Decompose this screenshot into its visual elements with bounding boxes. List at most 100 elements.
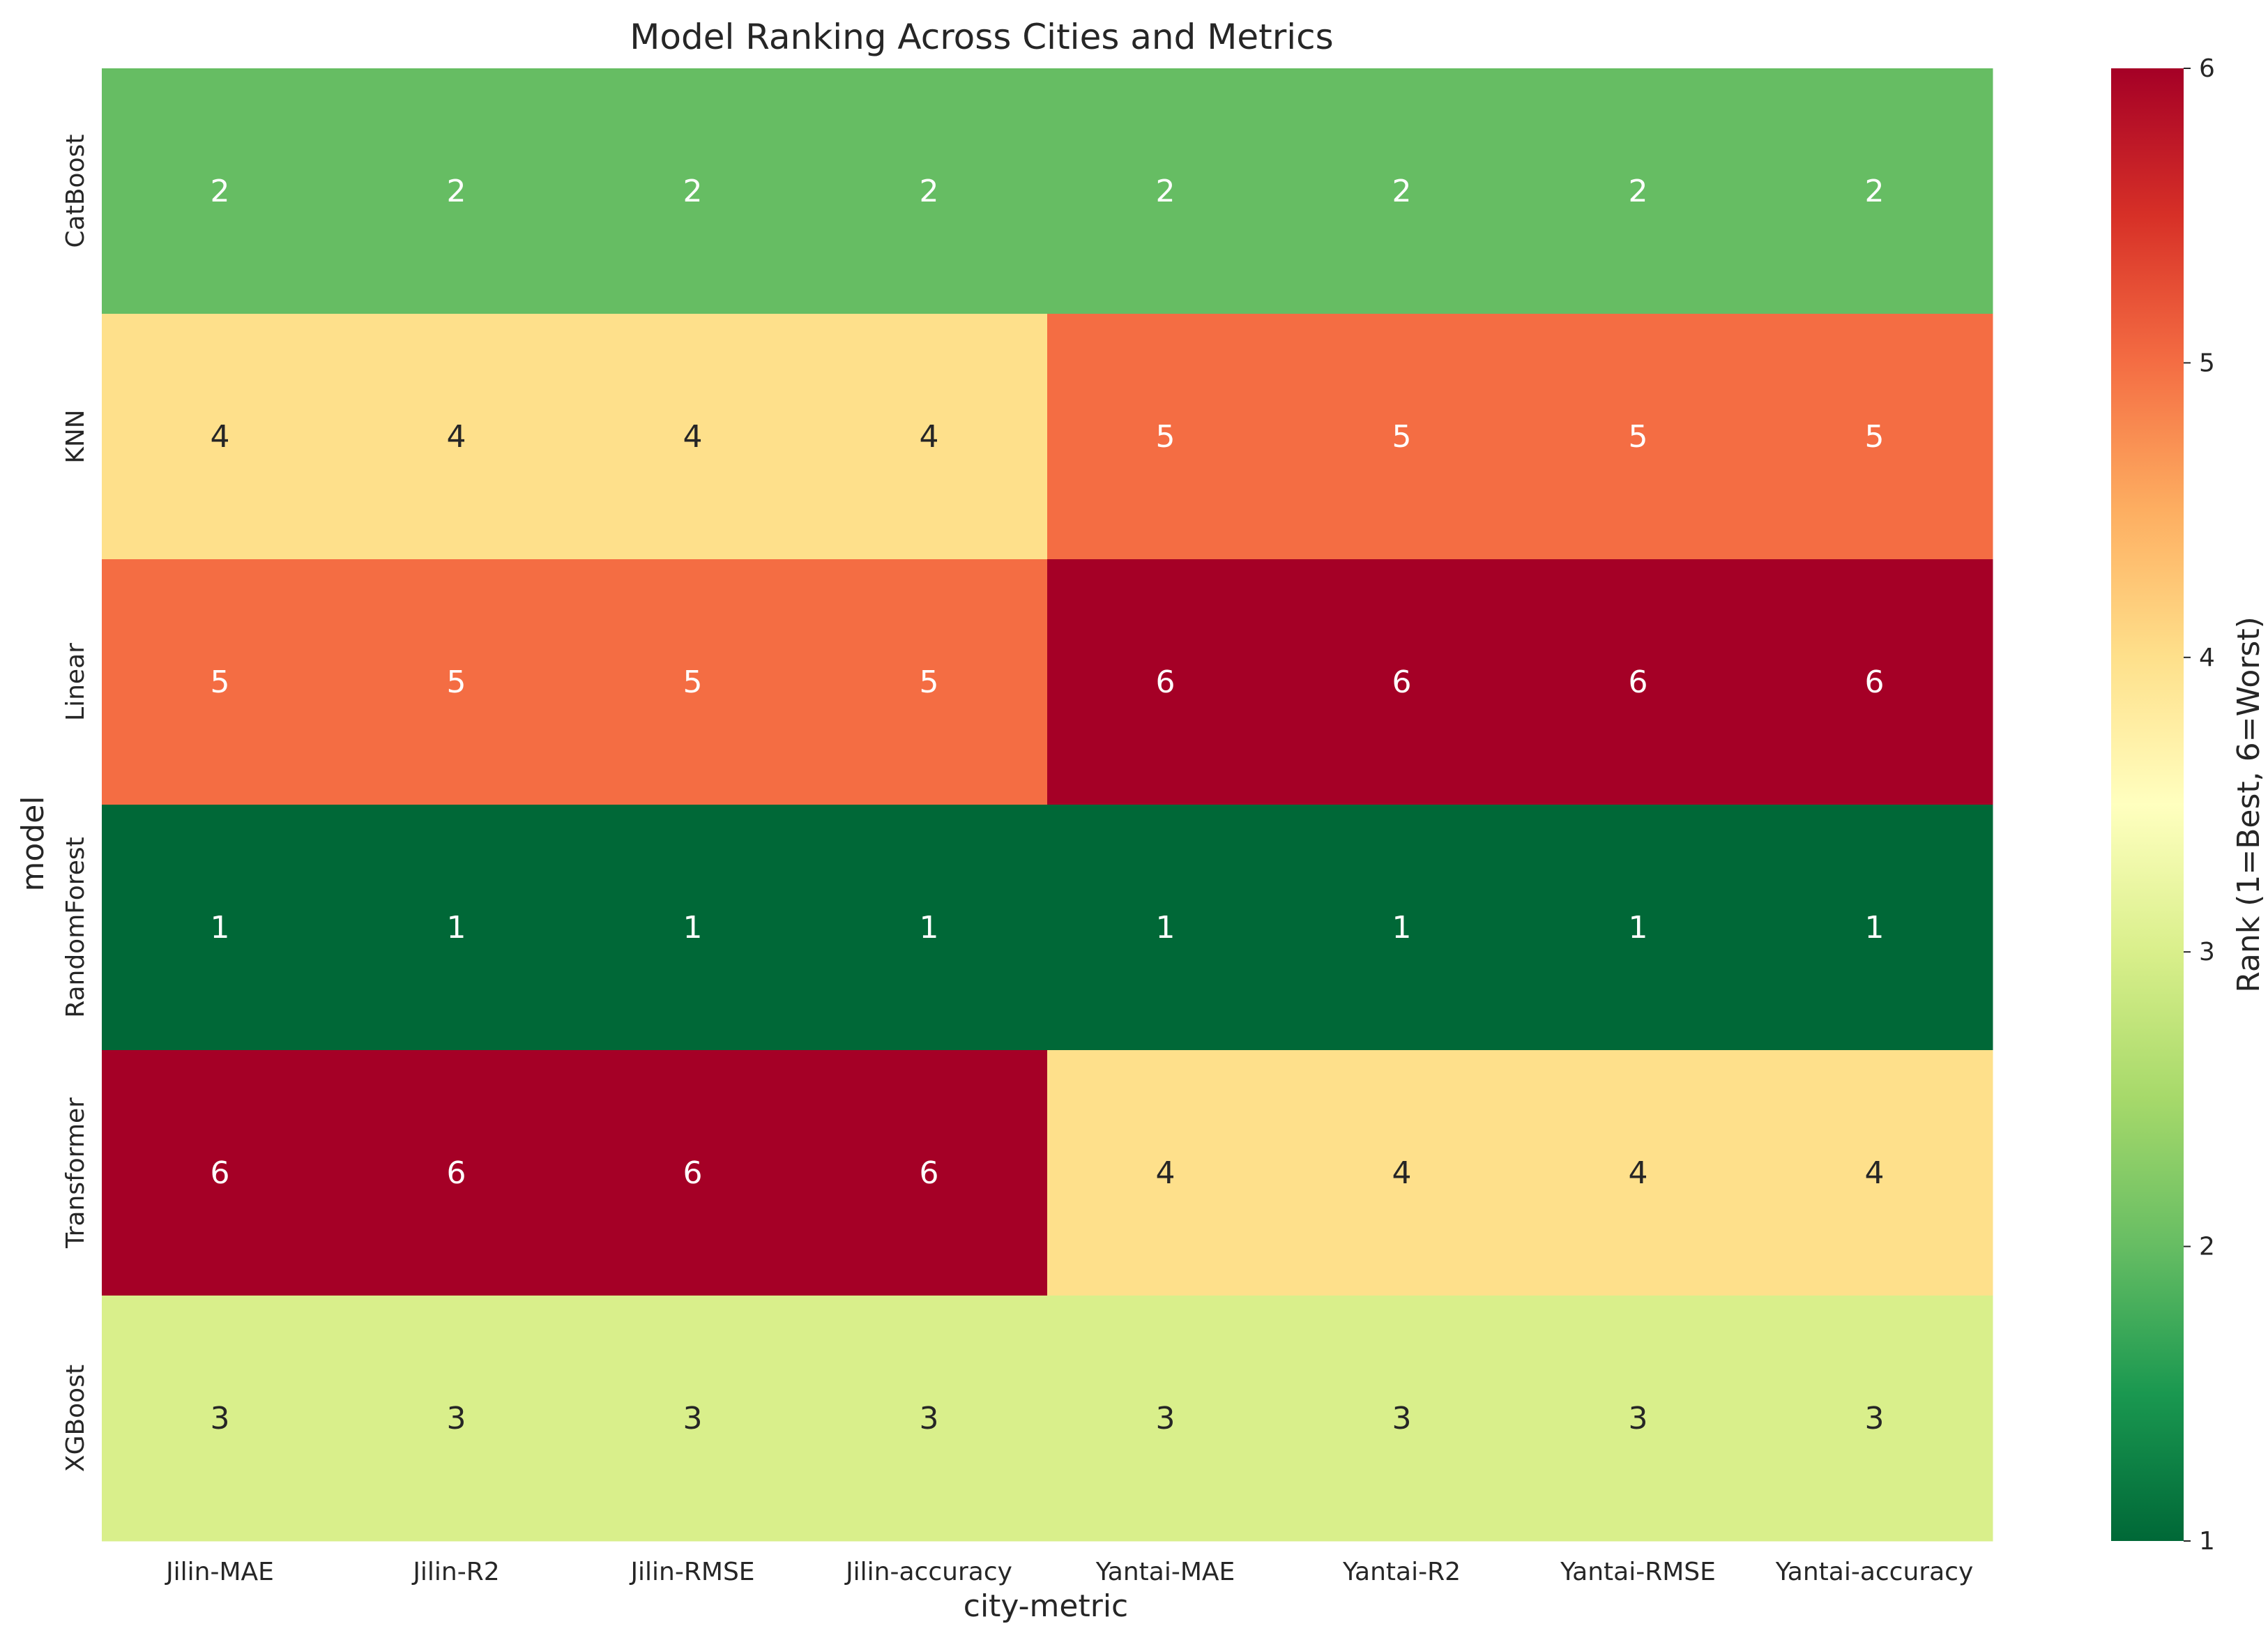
cell-value-label: 5 [1629,419,1648,455]
heatmap-cells: 2 2 2 2 2 2 2 2 4 4 4 4 5 5 5 5 5 5 5 5 6 6 6 6 1 1 1 1 1 1 1 1 6 6 6 6 4 4 4 4… [102,68,1993,1542]
heatmap-cell [1284,805,1521,1051]
cell-value-label: 1 [1865,910,1885,946]
y-tick-labels: CatBoost KNN Linear RandomForest Transformer… [61,135,90,1473]
cell-value-label: 5 [1392,419,1412,455]
heatmap-cell [811,68,1048,314]
x-tick-label: Jilin-RMSE [629,1558,754,1586]
heatmap-cell [1756,68,1993,314]
y-axis-label: model [15,796,51,891]
cell-value-label: 3 [920,1401,939,1436]
chart-title: Model Ranking Across Cities and Metrics [630,17,1333,57]
cell-value-label: 4 [683,419,703,455]
cell-value-label: 4 [1392,1155,1412,1191]
y-tick-label: KNN [61,409,90,463]
cell-value-label: 2 [1865,174,1885,209]
heatmap-cell [1520,1050,1757,1296]
cell-value-label: 2 [920,174,939,209]
cell-value-label: 5 [211,665,230,700]
cell-value-label: 3 [1865,1401,1885,1436]
heatmap-cell [1047,314,1284,560]
cell-value-label: 3 [1392,1401,1412,1436]
cell-value-label: 4 [1629,1155,1648,1191]
heatmap-cell [811,559,1048,805]
cell-value-label: 6 [447,1155,466,1191]
x-tick-label: Jilin-accuracy [844,1558,1012,1586]
colorbar-tick-label: 5 [2199,349,2215,377]
heatmap-cell [811,314,1048,560]
heatmap-cell [811,1296,1048,1542]
cell-value-label: 3 [211,1401,230,1436]
x-tick-label: Yantai-R2 [1342,1558,1461,1586]
colorbar-tick-label: 2 [2199,1233,2215,1261]
y-tick-label: CatBoost [61,135,90,248]
heatmap-cell [102,68,339,314]
heatmap-cell [1284,314,1521,560]
cell-value-label: 4 [1156,1155,1175,1191]
colorbar-tick-label: 1 [2199,1527,2215,1556]
heatmap-cell [1047,559,1284,805]
cell-value-label: 1 [211,910,230,946]
colorbar-ticks: 1 2 3 4 5 6 [2184,54,2215,1556]
heatmap-cell [1520,559,1757,805]
cell-value-label: 6 [1156,665,1175,700]
cell-value-label: 3 [1629,1401,1648,1436]
x-axis-label: city-metric [964,1588,1129,1624]
heatmap-cell [338,805,575,1051]
heatmap-cell [574,314,812,560]
cell-value-label: 2 [1392,174,1412,209]
heatmap-cell [338,1050,575,1296]
cell-value-label: 3 [683,1401,703,1436]
cell-value-label: 6 [211,1155,230,1191]
heatmap-cell [574,68,812,314]
heatmap-cell [102,314,339,560]
heatmap-cell [1756,1050,1993,1296]
colorbar-tick-label: 6 [2199,54,2215,83]
heatmap-cell [574,805,812,1051]
cell-value-label: 2 [447,174,466,209]
cell-value-label: 6 [1629,665,1648,700]
heatmap-cell [811,1050,1048,1296]
cell-value-label: 6 [1865,665,1885,700]
x-tick-label: Yantai-MAE [1095,1558,1235,1586]
heatmap-cell [1047,805,1284,1051]
heatmap-cell [574,559,812,805]
cell-value-label: 2 [683,174,703,209]
heatmap-cell [1756,805,1993,1051]
colorbar-tick-label: 4 [2199,644,2215,672]
heatmap-cell [1520,805,1757,1051]
x-tick-label: Yantai-RMSE [1560,1558,1716,1586]
heatmap-cell [1284,1050,1521,1296]
cell-value-label: 1 [447,910,466,946]
colorbar-label: Rank (1=Best, 6=Worst) [2231,616,2267,993]
cell-value-label: 3 [447,1401,466,1436]
heatmap-cell [1284,68,1521,314]
cell-value-label: 5 [1865,419,1885,455]
cell-value-label: 2 [1156,174,1175,209]
colorbar-tick-label: 3 [2199,938,2215,966]
heatmap-cell [574,1050,812,1296]
x-tick-label: Yantai-accuracy [1775,1558,1974,1586]
heatmap-cell [338,1296,575,1542]
colorbar [2111,68,2184,1541]
cell-value-label: 1 [1392,910,1412,946]
cell-value-label: 2 [1629,174,1648,209]
cell-value-label: 4 [920,419,939,455]
heatmap-cell [338,68,575,314]
heatmap-cell [338,559,575,805]
heatmap-cell [102,1296,339,1542]
x-tick-label: Jilin-R2 [411,1558,499,1586]
cell-value-label: 2 [211,174,230,209]
heatmap-cell [1756,1296,1993,1542]
cell-value-label: 1 [920,910,939,946]
heatmap-cell [1047,68,1284,314]
heatmap-cell [102,805,339,1051]
cell-value-label: 5 [1156,419,1175,455]
y-tick-label: Linear [61,643,90,721]
cell-value-label: 1 [1156,910,1175,946]
heatmap-cell [1047,1050,1284,1296]
heatmap-cell [1047,1296,1284,1542]
cell-value-label: 5 [447,665,466,700]
cell-value-label: 6 [920,1155,939,1191]
cell-value-label: 5 [683,665,703,700]
